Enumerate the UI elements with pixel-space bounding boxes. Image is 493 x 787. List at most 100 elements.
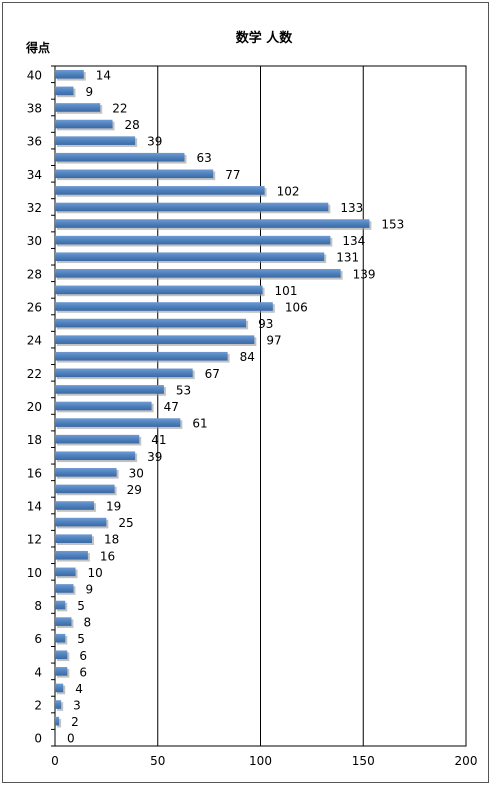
data-label: 5: [77, 599, 85, 613]
data-label: 25: [118, 516, 133, 530]
bar: [55, 517, 107, 527]
bar: [55, 186, 265, 195]
y-tick-label: 2: [34, 699, 42, 713]
bar: [55, 468, 117, 477]
data-label: 47: [164, 400, 179, 414]
data-label: 133: [340, 201, 363, 215]
bar: [55, 550, 88, 560]
y-tick-label: 4: [34, 665, 42, 679]
bar: [55, 119, 113, 129]
x-tick-label: 0: [51, 754, 59, 768]
bar: [55, 418, 181, 427]
y-tick-label: 38: [27, 101, 42, 115]
bar: [55, 335, 255, 344]
bar: [55, 716, 60, 726]
axes: 0 50 100 150 2000246810121416182022242628303…: [27, 65, 478, 768]
y-tick-label: 8: [34, 599, 42, 613]
data-label: 19: [106, 500, 121, 514]
bar: [55, 401, 152, 411]
data-label: 39: [147, 450, 162, 464]
bar: [55, 169, 214, 179]
data-label: 30: [129, 466, 144, 480]
bar: [55, 152, 185, 162]
bar: [55, 86, 74, 96]
data-label: 97: [266, 334, 281, 348]
data-labels: 0234665859101618251929303941614753678497…: [67, 68, 404, 745]
x-tick-label: 50: [150, 754, 165, 768]
data-label: 77: [225, 168, 240, 182]
bars: [55, 69, 372, 728]
data-label: 14: [96, 68, 111, 82]
bar: [55, 103, 101, 112]
data-label: 10: [88, 566, 103, 580]
data-label: 53: [176, 383, 191, 397]
bar: [55, 451, 136, 461]
y-tick-label: 30: [27, 234, 42, 248]
y-tick-label: 36: [27, 135, 42, 149]
x-tick-label: 200: [455, 754, 478, 768]
data-label: 6: [79, 649, 87, 663]
data-label: 102: [277, 184, 300, 198]
data-label: 84: [240, 350, 255, 364]
data-label: 22: [112, 101, 127, 115]
bar: [55, 368, 193, 378]
data-label: 9: [85, 85, 93, 99]
bar: [55, 235, 331, 245]
bar: [55, 318, 247, 328]
y-tick-label: 10: [27, 566, 42, 580]
bar: [55, 534, 92, 543]
bar: [55, 584, 74, 593]
bar: [55, 501, 95, 510]
bar: [55, 219, 370, 228]
data-label: 106: [285, 300, 308, 314]
data-label: 0: [67, 732, 75, 746]
data-label: 139: [353, 267, 376, 281]
data-label: 18: [104, 533, 119, 547]
y-tick-label: 24: [27, 334, 42, 348]
y-tick-label: 20: [27, 400, 42, 414]
bar: [55, 683, 64, 693]
y-tick-label: 12: [27, 533, 42, 547]
y-tick-label: 16: [27, 466, 42, 480]
y-tick-label: 14: [27, 500, 42, 514]
y-tick-label: 40: [27, 68, 42, 82]
data-label: 67: [205, 367, 220, 381]
data-label: 134: [342, 234, 365, 248]
bar: [55, 667, 68, 676]
data-label: 28: [125, 118, 140, 132]
data-label: 153: [381, 218, 404, 232]
data-label: 101: [275, 284, 298, 298]
chart-title: 数学 人数: [236, 30, 294, 46]
y-axis-label: 得点: [25, 40, 50, 55]
bar: [55, 617, 72, 626]
bar: [55, 269, 341, 278]
data-label: 29: [127, 483, 142, 497]
y-tick-label: 34: [27, 168, 42, 182]
data-label: 131: [336, 251, 359, 265]
bar: [55, 202, 329, 212]
bar: [55, 600, 66, 610]
data-label: 2: [71, 715, 79, 729]
bar: [55, 484, 115, 494]
bar: [55, 285, 263, 295]
data-label: 41: [151, 433, 166, 447]
data-label: 93: [258, 317, 273, 331]
bar: [55, 351, 228, 361]
bar: [55, 650, 68, 660]
y-tick-label: 28: [27, 267, 42, 281]
data-label: 3: [73, 699, 81, 713]
data-label: 63: [196, 151, 211, 165]
bar: [55, 302, 273, 311]
bar: [55, 136, 136, 145]
data-label: 4: [75, 682, 83, 696]
bar: [55, 567, 76, 577]
data-label: 5: [77, 632, 85, 646]
y-tick-label: 18: [27, 433, 42, 447]
y-tick-label: 22: [27, 367, 42, 381]
bar: [55, 700, 62, 709]
y-tick-label: 6: [34, 632, 42, 646]
data-label: 39: [147, 135, 162, 149]
data-label: 9: [85, 582, 93, 596]
data-label: 6: [79, 665, 87, 679]
y-tick-label: 32: [27, 201, 42, 215]
